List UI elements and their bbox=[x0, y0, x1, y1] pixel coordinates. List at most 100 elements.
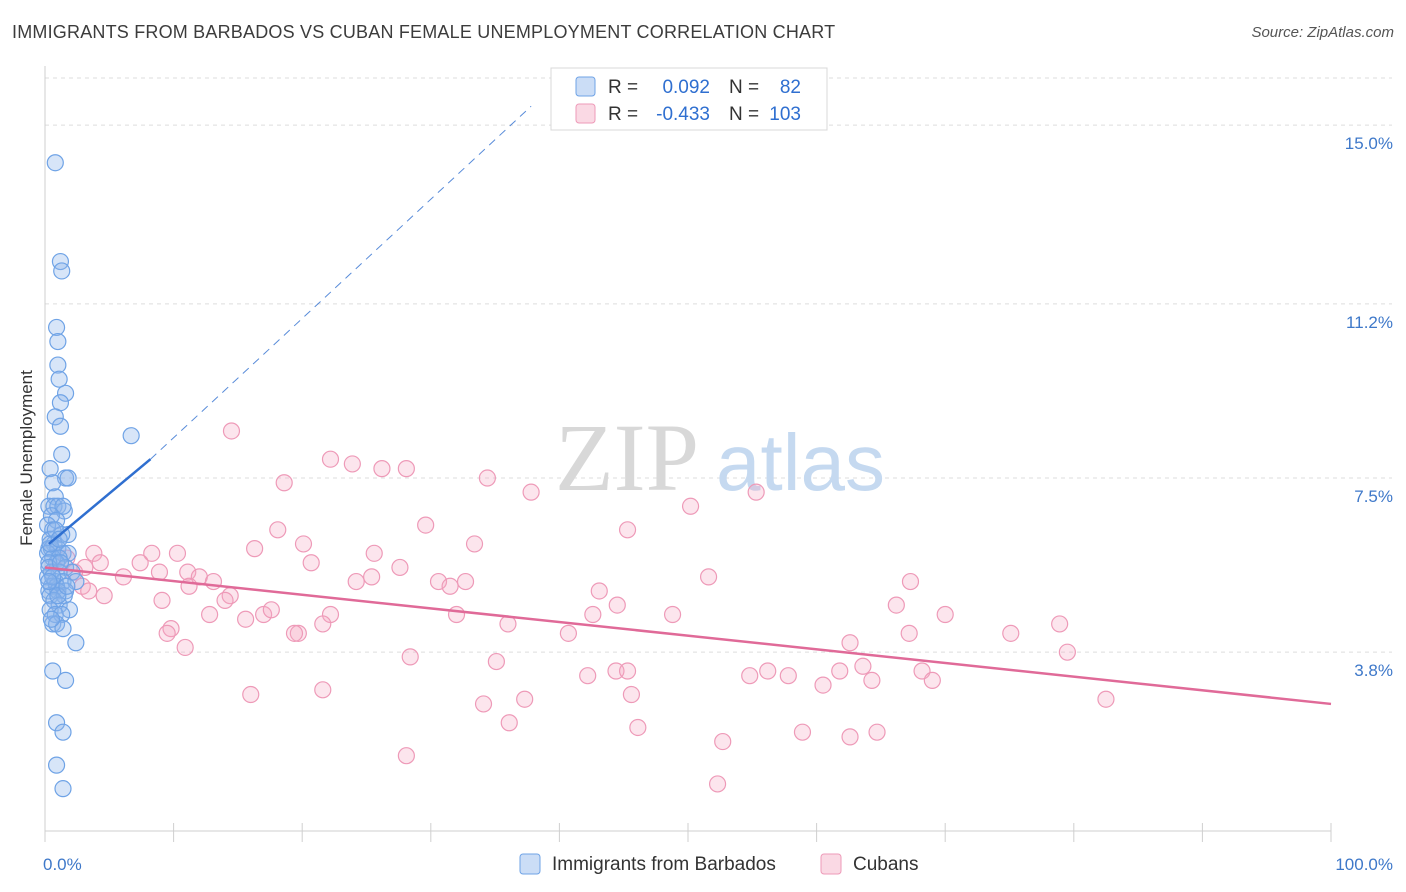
legend-n-label-blue: N = bbox=[729, 77, 759, 98]
cubans-point-12 bbox=[618, 521, 637, 539]
trend-layer bbox=[44, 105, 1332, 706]
legend-swatch-blue bbox=[575, 76, 596, 97]
cubans-point-33 bbox=[699, 568, 718, 586]
barbados-point-11 bbox=[122, 427, 140, 445]
barbados-point-0 bbox=[46, 154, 64, 172]
cubans-point-32 bbox=[363, 568, 381, 586]
cubans-point-13 bbox=[294, 535, 313, 553]
bottom-legend-label-blue: Immigrants from Barbados bbox=[552, 854, 776, 875]
chart-title: IMMIGRANTS FROM BARBADOS VS CUBAN FEMALE… bbox=[12, 22, 836, 42]
cubans-point-2 bbox=[343, 455, 361, 473]
x-tick-label-1: 100.0% bbox=[1335, 855, 1393, 874]
cubans-point-82 bbox=[863, 671, 881, 690]
cubans-point-35 bbox=[347, 572, 365, 591]
y-tick-label-1: 7.5% bbox=[1354, 487, 1393, 506]
cubans-point-68 bbox=[841, 634, 859, 652]
cubans-point-67 bbox=[1002, 624, 1020, 642]
axes-layer bbox=[44, 66, 1332, 842]
barbados-point-16 bbox=[44, 474, 62, 492]
cubans-point-45 bbox=[153, 591, 171, 609]
cubans-point-64 bbox=[285, 624, 304, 642]
cubans-point-43 bbox=[95, 587, 113, 605]
cubans-point-60 bbox=[1051, 615, 1069, 633]
legend-r-label-pink: R = bbox=[608, 104, 638, 125]
cubans-point-46 bbox=[216, 591, 234, 609]
cubans-point-89 bbox=[474, 695, 493, 713]
cubans-point-94 bbox=[868, 723, 886, 741]
barbados-point-68 bbox=[47, 714, 66, 732]
barbados-point-80 bbox=[40, 572, 58, 591]
legend-n-value-blue: 82 bbox=[780, 77, 801, 98]
cubans-point-57 bbox=[237, 610, 255, 628]
legend-r-value-blue: 0.092 bbox=[662, 77, 710, 98]
cubans-point-62 bbox=[158, 624, 176, 642]
cubans-point-10 bbox=[417, 516, 435, 534]
cubans-point-77 bbox=[831, 662, 849, 680]
cubans-point-53 bbox=[447, 605, 466, 624]
barbados-point-67 bbox=[56, 671, 75, 690]
cubans-point-0 bbox=[222, 422, 241, 440]
barbados-point-2 bbox=[53, 262, 71, 280]
watermark: ZIP atlas bbox=[555, 404, 885, 511]
legend-r-label-blue: R = bbox=[608, 77, 638, 98]
cubans-point-7 bbox=[522, 483, 540, 501]
cubans-point-87 bbox=[622, 685, 641, 704]
barbados-point-13 bbox=[41, 460, 59, 478]
cubans-point-92 bbox=[629, 718, 647, 737]
barbados-point-6 bbox=[50, 370, 68, 388]
cubans-point-48 bbox=[887, 596, 905, 614]
cubans-point-8 bbox=[747, 483, 765, 501]
cubans-point-69 bbox=[176, 638, 194, 657]
barbados-points bbox=[38, 154, 140, 798]
cubans-point-49 bbox=[201, 605, 219, 624]
cubans-point-79 bbox=[579, 667, 597, 685]
barbados-point-71 bbox=[54, 780, 72, 798]
cubans-point-11 bbox=[269, 521, 287, 539]
grid-layer bbox=[45, 77, 1392, 653]
cubans-point-17 bbox=[143, 544, 161, 562]
cubans-point-75 bbox=[618, 662, 637, 680]
barbados-point-9 bbox=[46, 408, 64, 426]
cubans-point-95 bbox=[841, 728, 859, 746]
cubans-point-76 bbox=[759, 662, 777, 680]
bottom-legend-swatch-blue bbox=[519, 853, 541, 875]
cubans-point-37 bbox=[456, 572, 475, 591]
top-legend: R = 0.092 N = 82 R = -0.433 N = 103 bbox=[550, 67, 828, 131]
barbados-point-78 bbox=[42, 610, 61, 628]
cubans-point-58 bbox=[314, 615, 332, 633]
cubans-point-47 bbox=[608, 596, 626, 614]
barbados-point-79 bbox=[58, 577, 76, 595]
barbados-point-66 bbox=[44, 662, 62, 680]
cubans-point-66 bbox=[900, 624, 918, 642]
legend-swatch-pink bbox=[575, 103, 596, 124]
cubans-point-88 bbox=[516, 690, 534, 708]
cubans-point-72 bbox=[487, 652, 505, 671]
cubans-point-51 bbox=[262, 601, 280, 619]
cubans-point-80 bbox=[741, 667, 759, 685]
watermark-atlas: atlas bbox=[716, 418, 885, 507]
cubans-point-83 bbox=[923, 671, 941, 690]
bottom-legend: Immigrants from Barbados Cubans bbox=[519, 853, 919, 875]
barbados-point-12 bbox=[53, 445, 71, 464]
legend-r-value-pink: -0.433 bbox=[656, 104, 710, 125]
cubans-point-34 bbox=[901, 572, 920, 591]
cubans-point-86 bbox=[242, 685, 260, 704]
cubans-point-4 bbox=[397, 460, 415, 478]
cubans-point-40 bbox=[180, 577, 198, 595]
legend-box bbox=[550, 67, 828, 131]
cubans-point-24 bbox=[391, 558, 409, 577]
barbados-point-61 bbox=[53, 605, 71, 624]
cubans-point-5 bbox=[478, 469, 496, 487]
cubans-point-1 bbox=[321, 450, 340, 468]
legend-n-label-pink: N = bbox=[729, 104, 759, 125]
cubans-point-38 bbox=[441, 577, 459, 595]
cubans-trend-solid bbox=[44, 566, 1332, 706]
barbados-point-65 bbox=[67, 634, 85, 652]
watermark-zip: ZIP bbox=[555, 404, 699, 511]
bottom-legend-swatch-pink bbox=[820, 853, 842, 875]
barbados-point-64 bbox=[54, 620, 72, 638]
cubans-point-6 bbox=[275, 474, 293, 492]
cubans-point-98 bbox=[708, 775, 727, 793]
cubans-point-54 bbox=[584, 605, 602, 624]
